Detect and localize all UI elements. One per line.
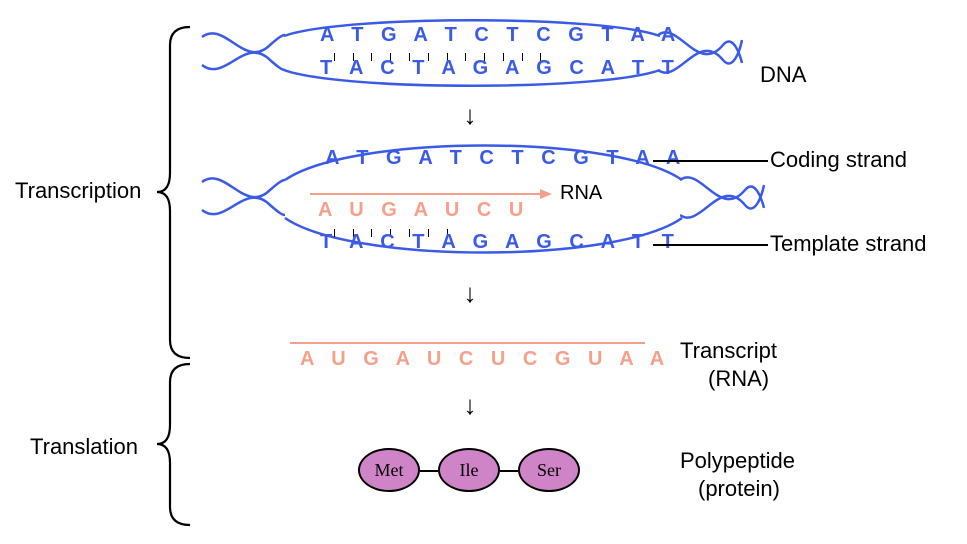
amino-acid-met: Met: [358, 448, 420, 492]
peptide-bond-2: [500, 470, 518, 472]
amino-acid-ile: Ile: [438, 448, 500, 492]
transcription-label: Transcription: [15, 178, 141, 204]
polypeptide-label-l2: (protein): [698, 476, 780, 502]
coding-strand-label: Coding strand: [770, 147, 907, 173]
coding-strand-sequence: A T G A T C T C G T A A: [325, 147, 686, 170]
aa-label: Met: [375, 460, 404, 481]
arrow-3: ↓: [460, 392, 480, 418]
transcript-label-l1: Transcript: [680, 338, 777, 364]
rna-partial-sequence: A U G A U C U: [318, 199, 529, 222]
transcript-line: [290, 342, 645, 344]
rna-small-label: RNA: [560, 182, 602, 205]
amino-acid-ser: Ser: [518, 448, 580, 492]
dna-top-sequence: A T G A T C T C G T A A: [320, 24, 681, 47]
translation-bracket: [155, 362, 195, 527]
aa-label: Ile: [460, 460, 479, 481]
arrow-1: ↓: [460, 102, 480, 128]
template-strand-sequence: T A C T A G A G C A T T: [320, 231, 680, 254]
coding-strand-connector: [653, 160, 768, 162]
helix-left-2: [200, 170, 285, 225]
translation-label: Translation: [30, 434, 138, 460]
dna-label: DNA: [760, 62, 806, 88]
polypeptide-label-l1: Polypeptide: [680, 448, 795, 474]
peptide-bond-1: [420, 470, 438, 472]
transcript-label-l2: (RNA): [708, 366, 769, 392]
rna-arrow-head: [540, 189, 552, 199]
template-strand-label: Template strand: [770, 231, 927, 257]
transcription-bracket: [155, 25, 195, 360]
rna-arrow-line: [310, 193, 540, 195]
transcript-sequence: A U G A U C U C G U A A: [300, 348, 670, 371]
helix-right-2: [680, 170, 765, 225]
template-strand-connector: [653, 244, 768, 246]
arrow-2: ↓: [460, 280, 480, 306]
aa-label: Ser: [537, 460, 561, 481]
dna-bottom-sequence: T A C T A G A G C A T T: [320, 57, 680, 80]
helix-left-1: [200, 25, 285, 80]
